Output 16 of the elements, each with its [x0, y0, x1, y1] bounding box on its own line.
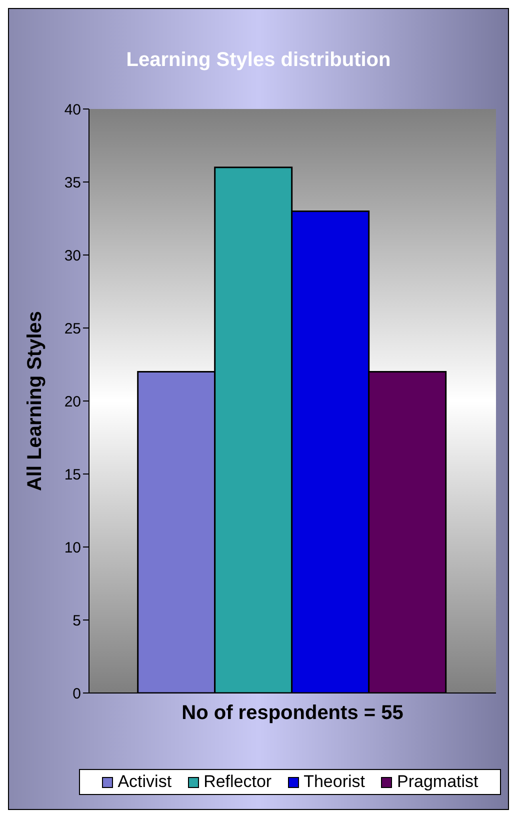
- legend-label: Pragmatist: [397, 772, 478, 792]
- y-tick-label: 15: [64, 466, 81, 484]
- y-tick-label: 30: [64, 247, 81, 264]
- y-tick-label: 20: [64, 393, 81, 410]
- legend-label: Reflector: [204, 772, 272, 792]
- y-tick-label: 5: [72, 612, 81, 630]
- legend-label: Theorist: [304, 772, 366, 792]
- y-tick-label: 35: [64, 174, 81, 192]
- y-axis-title: All Learning Styles: [24, 310, 46, 492]
- legend-label: Activist: [118, 772, 172, 792]
- chart-title: Learning Styles distribution: [125, 49, 392, 72]
- y-tick-label: 40: [64, 101, 81, 118]
- y-tick-label: 10: [64, 539, 81, 556]
- y-tick-label: 25: [64, 320, 81, 338]
- x-axis-title: No of respondents = 55: [182, 702, 404, 724]
- y-tick-label: 0: [72, 685, 81, 702]
